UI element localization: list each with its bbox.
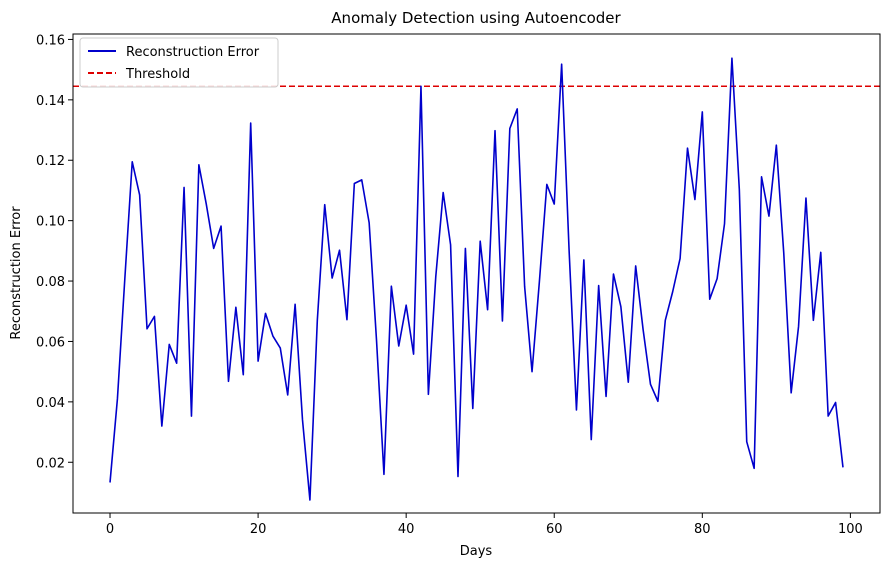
series-layer <box>109 57 844 501</box>
series-line-reconstruction-error <box>109 57 844 501</box>
y-tick-label: 0.04 <box>36 396 65 411</box>
x-tick-label: 40 <box>398 522 415 537</box>
x-tick-label: 60 <box>546 522 563 537</box>
plot-frame <box>72 33 881 514</box>
y-tick-label: 0.12 <box>36 154 65 169</box>
plot-area <box>72 33 881 514</box>
x-axis-ticks: 0 20 40 60 80 100 <box>106 513 863 537</box>
legend: Reconstruction Error Threshold <box>79 37 279 88</box>
x-tick-label: 80 <box>694 522 711 537</box>
y-tick-label: 0.06 <box>36 335 65 350</box>
y-axis-label: Reconstruction Error <box>9 206 24 340</box>
y-tick-label: 0.02 <box>36 456 65 471</box>
y-tick-label: 0.16 <box>36 33 65 48</box>
x-tick-label: 0 <box>106 522 114 537</box>
y-tick-label: 0.08 <box>36 275 65 290</box>
chart-title: Anomaly Detection using Autoencoder <box>331 9 621 27</box>
y-tick-label: 0.14 <box>36 94 65 109</box>
legend-box <box>79 37 279 88</box>
legend-label-reconstruction-error: Reconstruction Error <box>126 45 260 60</box>
x-axis-label: Days <box>460 544 493 559</box>
x-tick-label: 100 <box>838 522 863 537</box>
y-axis-ticks: 0.02 0.04 0.06 0.08 0.10 0.12 0.14 0.16 <box>36 33 73 471</box>
legend-label-threshold: Threshold <box>125 67 190 82</box>
y-tick-label: 0.10 <box>36 215 65 230</box>
x-tick-label: 20 <box>250 522 267 537</box>
